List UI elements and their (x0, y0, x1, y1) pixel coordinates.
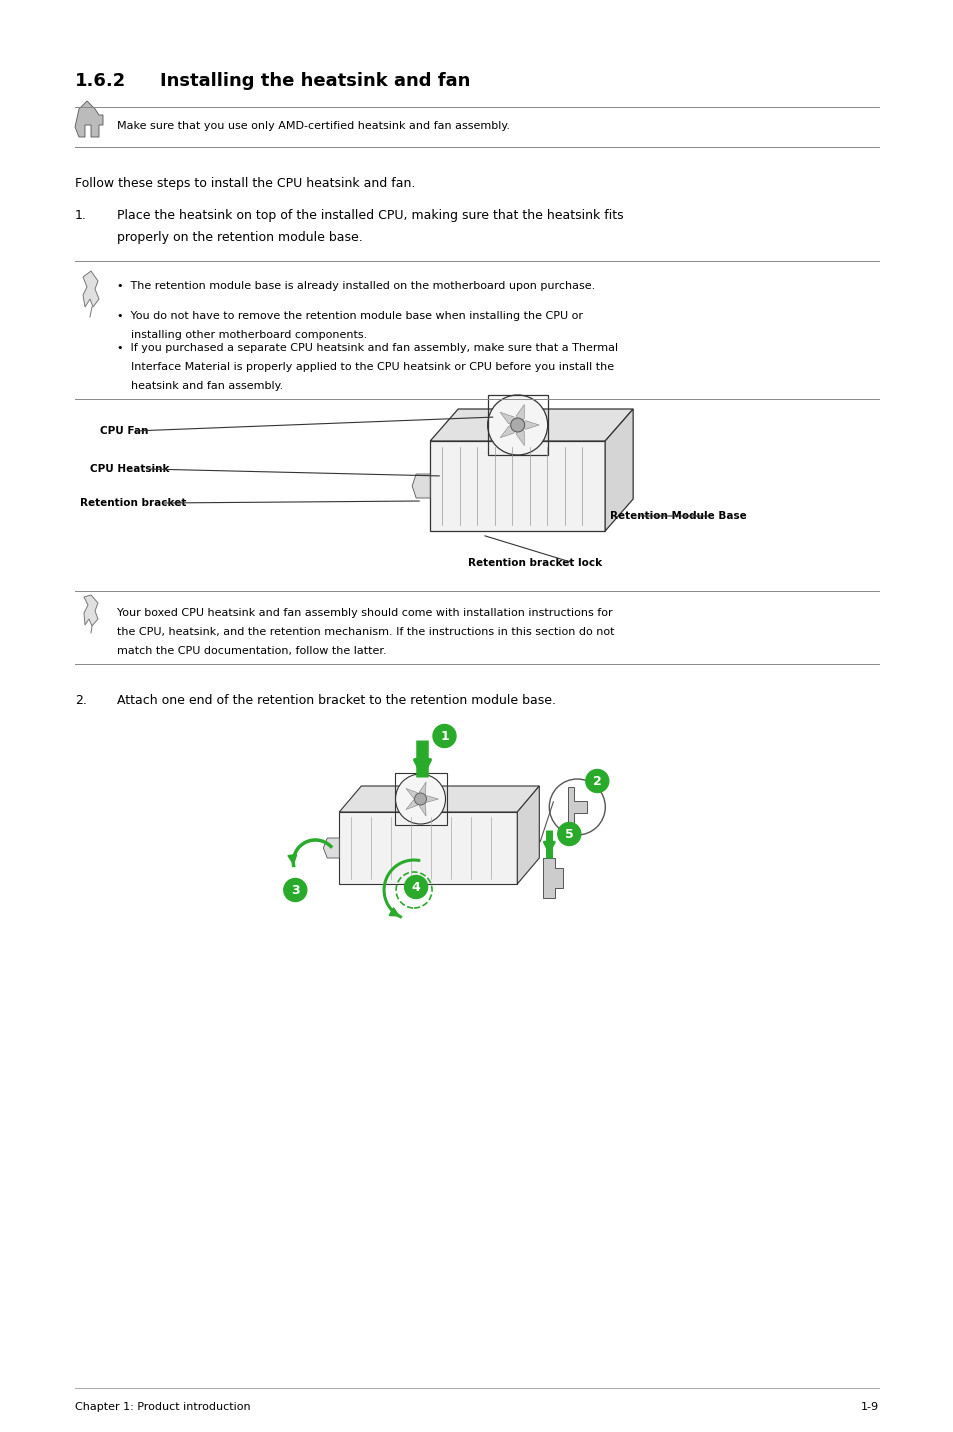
Text: 1-9: 1-9 (860, 1402, 878, 1412)
Polygon shape (412, 474, 430, 498)
Text: Retention bracket lock: Retention bracket lock (468, 558, 601, 569)
Polygon shape (406, 789, 420, 799)
Circle shape (558, 822, 580, 845)
Text: match the CPU documentation, follow the latter.: match the CPU documentation, follow the … (117, 646, 386, 656)
Polygon shape (406, 799, 420, 809)
Text: CPU Fan: CPU Fan (100, 425, 149, 435)
Text: the CPU, heatsink, and the retention mechanism. If the instructions in this sect: the CPU, heatsink, and the retention mec… (117, 627, 614, 637)
Text: Place the heatsink on top of the installed CPU, making sure that the heatsink fi: Place the heatsink on top of the install… (117, 209, 623, 222)
Text: 1.6.2: 1.6.2 (75, 72, 126, 90)
Circle shape (549, 779, 604, 835)
Text: 1: 1 (439, 729, 449, 743)
Circle shape (404, 875, 427, 898)
Polygon shape (323, 838, 339, 858)
Polygon shape (517, 786, 538, 884)
Text: heatsink and fan assembly.: heatsink and fan assembly. (131, 381, 283, 391)
Text: Your boxed CPU heatsink and fan assembly should come with installation instructi: Your boxed CPU heatsink and fan assembly… (117, 609, 612, 619)
Polygon shape (83, 271, 99, 306)
Polygon shape (604, 410, 633, 531)
Text: 2.: 2. (75, 695, 87, 707)
FancyBboxPatch shape (339, 812, 517, 884)
Text: Interface Material is properly applied to the CPU heatsink or CPU before you ins: Interface Material is properly applied t… (131, 362, 614, 372)
Circle shape (487, 395, 547, 455)
Text: •  The retention module base is already installed on the motherboard upon purcha: • The retention module base is already i… (117, 281, 595, 291)
Polygon shape (516, 425, 524, 445)
Circle shape (414, 793, 426, 805)
Text: Attach one end of the retention bracket to the retention module base.: Attach one end of the retention bracket … (117, 695, 556, 707)
Polygon shape (418, 799, 426, 816)
FancyBboxPatch shape (430, 441, 604, 531)
Polygon shape (420, 796, 438, 802)
Polygon shape (516, 404, 524, 425)
Circle shape (585, 769, 608, 792)
Text: properly on the retention module base.: properly on the retention module base. (117, 231, 362, 243)
Polygon shape (517, 421, 538, 430)
Text: 3: 3 (291, 884, 299, 896)
Text: Installing the heatsink and fan: Installing the heatsink and fan (160, 72, 470, 90)
Text: Follow these steps to install the CPU heatsink and fan.: Follow these steps to install the CPU he… (75, 178, 415, 190)
Polygon shape (499, 412, 517, 425)
Text: Retention bracket: Retention bracket (80, 498, 186, 508)
Polygon shape (568, 788, 587, 828)
Polygon shape (75, 102, 103, 137)
Polygon shape (430, 410, 633, 441)
Text: 5: 5 (564, 828, 573, 841)
Text: 2: 2 (593, 775, 601, 788)
Text: 1.: 1. (75, 209, 87, 222)
Circle shape (510, 418, 524, 432)
Polygon shape (418, 782, 426, 799)
Polygon shape (542, 858, 562, 898)
Text: Retention Module Base: Retention Module Base (610, 511, 746, 521)
Polygon shape (84, 596, 98, 626)
Text: •  If you purchased a separate CPU heatsink and fan assembly, make sure that a T: • If you purchased a separate CPU heatsi… (117, 344, 618, 354)
Text: Make sure that you use only AMD-certified heatsink and fan assembly.: Make sure that you use only AMD-certifie… (117, 120, 510, 130)
Polygon shape (499, 425, 517, 438)
Text: installing other motherboard components.: installing other motherboard components. (131, 329, 367, 339)
Text: Chapter 1: Product introduction: Chapter 1: Product introduction (75, 1402, 251, 1412)
Circle shape (433, 725, 456, 748)
Text: •  You do not have to remove the retention module base when installing the CPU o: • You do not have to remove the retentio… (117, 311, 582, 321)
Polygon shape (339, 786, 538, 812)
Circle shape (283, 878, 307, 902)
Text: CPU Heatsink: CPU Heatsink (90, 464, 170, 474)
Text: 4: 4 (412, 881, 420, 894)
Circle shape (395, 775, 445, 823)
